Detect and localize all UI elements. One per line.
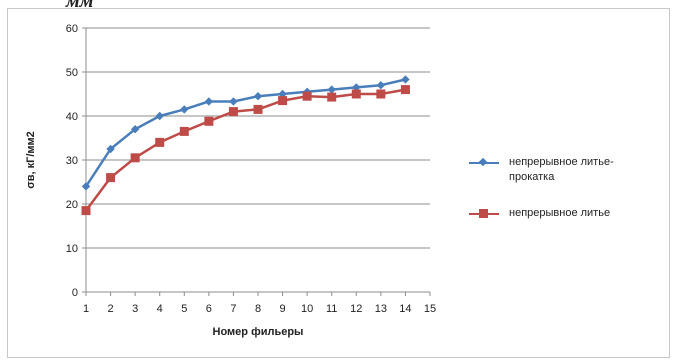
- series-line: [84, 88, 406, 212]
- x-tick-label: 8: [255, 303, 261, 315]
- x-tick-label: 11: [326, 303, 337, 315]
- diamond-marker-icon: [478, 157, 488, 167]
- y-tick-label: 60: [66, 23, 78, 35]
- data-point-square: [327, 92, 337, 102]
- data-point-square: [228, 107, 238, 117]
- x-tick-label: 13: [375, 303, 387, 315]
- data-point-diamond: [401, 75, 410, 84]
- data-point-square: [179, 126, 189, 136]
- data-point-square: [302, 91, 312, 101]
- data-point-diamond: [106, 144, 115, 154]
- y-axis-title: σв, кГ/мм2: [25, 131, 37, 189]
- data-point-diamond: [253, 92, 263, 101]
- x-tick-label: 3: [132, 303, 138, 315]
- legend: непрерывное литье-прокатка непрерывное л…: [469, 155, 669, 242]
- series-line: [84, 78, 406, 188]
- y-tick-label: 30: [66, 155, 78, 167]
- x-tick-label: 12: [350, 303, 362, 315]
- data-point-diamond: [204, 97, 214, 106]
- axes: [82, 27, 431, 296]
- series-layer: [81, 75, 410, 216]
- y-tick-label: 0: [72, 287, 78, 299]
- data-point-square: [130, 153, 140, 163]
- data-point-square: [278, 96, 288, 106]
- x-tick-label: 10: [301, 303, 313, 315]
- data-point-diamond: [81, 182, 91, 191]
- x-tick-label: 15: [424, 303, 436, 315]
- series-2: [81, 85, 410, 216]
- data-point-diamond: [155, 111, 164, 121]
- x-tick-label: 1: [83, 303, 89, 315]
- data-point-diamond: [130, 125, 140, 134]
- legend-label: непрерывное литье-прокатка: [509, 156, 614, 183]
- data-point-square: [400, 85, 410, 95]
- legend-entry-continuous-casting-rolling: непрерывное литье-прокатка: [469, 155, 669, 185]
- grid-lines: [86, 27, 430, 249]
- legend-entry-continuous-casting: непрерывное литье: [469, 206, 669, 221]
- x-tick-label: 6: [206, 303, 212, 315]
- x-tick-label: 4: [157, 303, 163, 315]
- x-tick-label: 14: [399, 303, 411, 315]
- data-point-diamond: [327, 85, 336, 94]
- y-tick-label: 50: [66, 67, 78, 79]
- data-point-square: [253, 104, 263, 114]
- legend-label: непрерывное литье: [509, 207, 611, 219]
- data-point-diamond: [376, 81, 386, 90]
- x-tick-label: 2: [108, 303, 114, 315]
- x-axis-title: Номер фильеры: [213, 326, 304, 338]
- y-tick-label: 40: [66, 111, 78, 123]
- data-point-square: [351, 89, 361, 99]
- x-tick-label: 5: [181, 303, 187, 315]
- x-tick-label: 7: [230, 303, 236, 315]
- data-point-diamond: [229, 97, 238, 106]
- data-point-square: [204, 116, 214, 126]
- data-point-diamond: [180, 105, 189, 114]
- chart-frame: 0 10 20 30 40 50 60 1 2 3 4 5 6 7 8 9 10 11 12 13 14 15 Номер…: [7, 8, 670, 358]
- y-tick-label: 20: [66, 199, 78, 211]
- y-tick-label: 10: [66, 243, 78, 255]
- square-marker-icon: [479, 209, 488, 218]
- data-point-square: [155, 137, 165, 147]
- x-tick-label: 9: [280, 303, 286, 315]
- data-point-square: [376, 89, 386, 99]
- data-point-square: [106, 173, 116, 183]
- data-point-square: [81, 206, 91, 216]
